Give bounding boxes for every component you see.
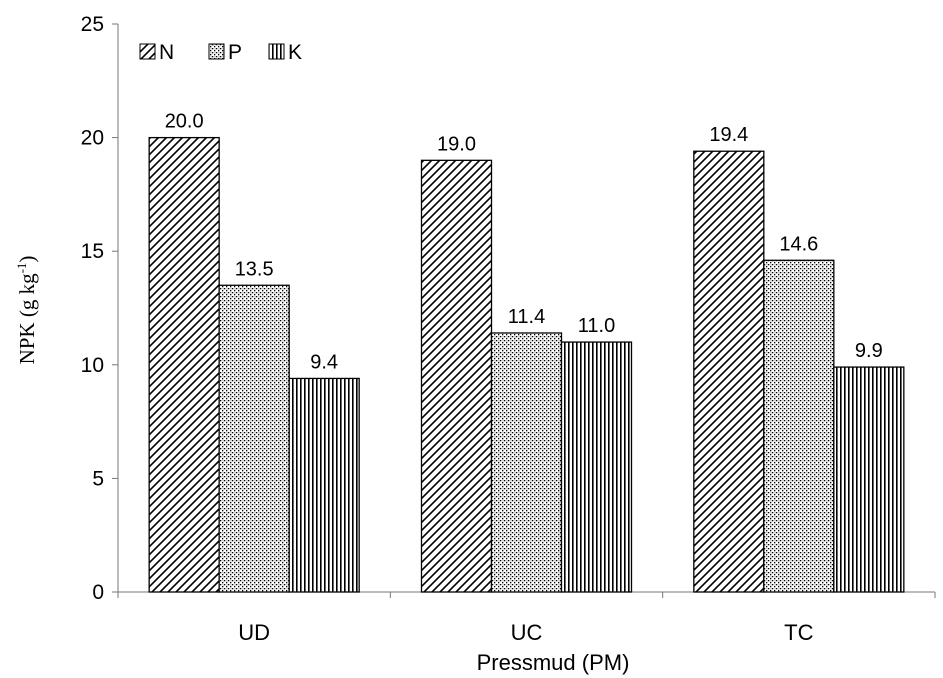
legend-swatch-k — [268, 43, 285, 60]
x-tick-label: UD — [238, 620, 270, 645]
y-tick-label: 5 — [92, 467, 104, 490]
y-axis-title-main: NPK (g kg — [15, 273, 39, 365]
bar-k-tc — [833, 366, 905, 593]
chart-data-labels: 20.0 13.5 9.4 19.0 11.4 11.0 19.4 14.6 9.9 — [165, 111, 883, 374]
x-tick-label: TC — [784, 620, 813, 645]
data-label: 20.0 — [165, 111, 204, 133]
data-label: 19.0 — [437, 133, 476, 155]
y-tick-label: 10 — [81, 354, 104, 377]
data-label: 13.5 — [235, 258, 274, 280]
data-label: 14.6 — [779, 233, 818, 255]
data-label: 11.4 — [508, 306, 545, 328]
y-tick-label: 25 — [81, 13, 104, 36]
legend-label-n: N — [159, 41, 174, 64]
bar-n-uc — [420, 159, 493, 593]
y-axis-title: NPK (g kg-1) — [14, 256, 39, 365]
bar-n-ud — [148, 136, 220, 593]
y-axis-title-close: ) — [15, 256, 39, 263]
data-label: 9.9 — [855, 340, 883, 362]
bar-k-ud — [288, 377, 360, 593]
bar-n-tc — [693, 150, 765, 593]
y-tick-label: 20 — [81, 127, 104, 150]
y-tick-label: 0 — [92, 581, 104, 604]
x-axis-title: Pressmud (PM) — [477, 650, 630, 675]
legend-label-p: P — [228, 41, 242, 64]
data-label: 19.4 — [709, 124, 748, 146]
bar-p-ud — [218, 284, 290, 593]
bar-p-tc — [763, 259, 835, 593]
y-axis-title-sup: -1 — [14, 263, 29, 274]
legend-label-k: K — [288, 41, 302, 64]
data-label: 11.0 — [578, 315, 615, 337]
bar-k-uc — [560, 341, 633, 593]
data-label: 9.4 — [310, 351, 338, 373]
x-tick-label: UC — [511, 620, 543, 645]
legend-swatch-n — [139, 43, 156, 60]
chart-bars — [148, 136, 905, 593]
bar-p-uc — [490, 332, 563, 593]
legend-swatch-p — [208, 43, 225, 60]
y-tick-label: 15 — [81, 240, 104, 263]
